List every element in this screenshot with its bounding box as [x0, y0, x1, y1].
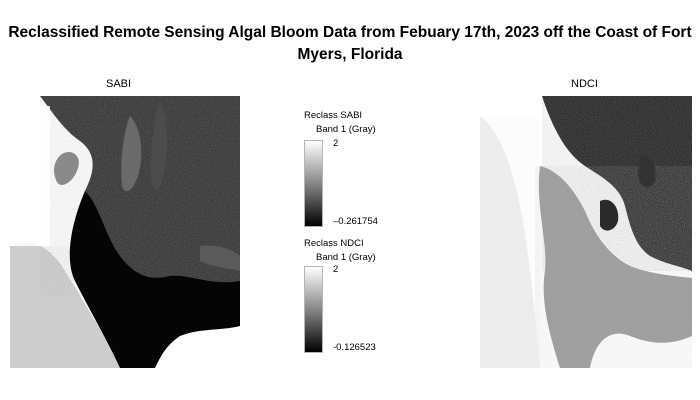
sabi-legend-min: –0.261754 — [333, 216, 378, 227]
map-title: Reclassified Remote Sensing Algal Bloom … — [8, 24, 692, 63]
ndci-legend-max: 2 — [333, 264, 339, 275]
sabi-map-image — [10, 96, 240, 368]
ndci-legend-band: Band 1 (Gray) — [316, 252, 376, 263]
sabi-legend-max: 2 — [333, 138, 339, 149]
ndci-legend-title: Reclass NDCI — [304, 238, 364, 249]
sabi-legend: Reclass SABI Band 1 (Gray) 2 –0.261754 — [300, 110, 400, 230]
sabi-panel-label: SABI — [106, 78, 132, 90]
ndci-panel-label: NDCI — [571, 78, 598, 90]
ndci-legend-min: -0.126523 — [333, 342, 376, 353]
ndci-legend-color-ramp — [304, 266, 323, 353]
sabi-legend-color-ramp — [304, 140, 323, 227]
sabi-legend-title: Reclass SABI — [304, 110, 363, 121]
sabi-legend-band: Band 1 (Gray) — [316, 124, 376, 135]
ndci-legend: Reclass NDCI Band 1 (Gray) 2 -0.126523 — [300, 238, 400, 358]
ndci-map-image — [480, 96, 692, 368]
